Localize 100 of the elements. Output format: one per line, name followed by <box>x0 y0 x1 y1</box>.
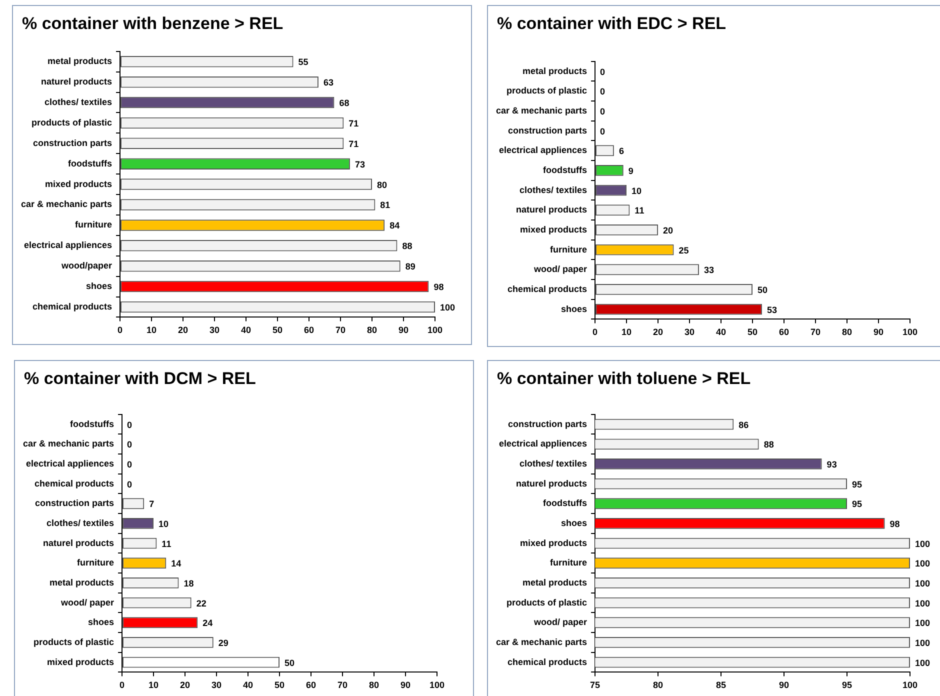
data-label: 63 <box>323 78 334 88</box>
y-tick-label: products of plastic <box>506 597 588 608</box>
y-tick-label: mixed products <box>45 178 112 189</box>
x-tick-label: 60 <box>779 327 790 338</box>
data-label: 88 <box>764 440 774 450</box>
x-tick-label: 100 <box>902 327 918 338</box>
data-label: 11 <box>634 206 644 216</box>
y-tick-label: products of plastic <box>506 86 588 96</box>
x-tick-label: 100 <box>902 680 918 690</box>
data-label: 100 <box>915 618 930 628</box>
data-label: 50 <box>758 284 768 295</box>
y-tick-label: wood/ paper <box>533 264 588 274</box>
y-tick-label: foodstuffs <box>543 164 588 175</box>
x-tick-label: 10 <box>622 327 632 338</box>
data-label: 95 <box>852 499 862 510</box>
data-label: 50 <box>284 658 295 668</box>
x-tick-label: 40 <box>241 325 252 336</box>
x-tick-label: 90 <box>400 680 411 690</box>
y-tick-label: electrical appliences <box>498 438 588 449</box>
chart-title: % container with benzene > REL <box>22 14 284 34</box>
y-tick-label: metal products <box>522 577 588 588</box>
y-tick-label: foodstuffs <box>70 418 114 429</box>
data-label: 71 <box>348 118 359 128</box>
x-tick-label: 40 <box>716 327 726 338</box>
data-label: 25 <box>678 245 689 256</box>
y-tick-label: furniture <box>77 558 114 568</box>
data-label: 71 <box>348 138 359 149</box>
data-label: 100 <box>915 538 930 549</box>
data-label: 98 <box>890 518 900 529</box>
x-tick-label: 75 <box>590 680 600 690</box>
y-tick-label: products of plastic <box>32 117 112 128</box>
x-tick-label: 80 <box>842 327 852 338</box>
chart-title: % container with toluene > REL <box>497 369 751 389</box>
data-label: 10 <box>158 518 169 529</box>
x-tick-label: 10 <box>146 325 157 336</box>
y-tick-label: metal products <box>522 66 588 76</box>
x-tick-label: 20 <box>180 680 190 690</box>
data-label: 98 <box>434 282 444 292</box>
y-tick-label: shoes <box>86 281 112 292</box>
y-tick-label: products of plastic <box>34 636 114 647</box>
y-tick-label: naturel products <box>516 478 588 488</box>
x-tick-label: 30 <box>210 325 220 336</box>
data-label: 55 <box>298 57 308 68</box>
y-tick-label: furniture <box>550 244 588 254</box>
data-label: 11 <box>162 538 172 549</box>
data-label: 0 <box>127 440 132 450</box>
x-tick-label: 70 <box>336 325 346 336</box>
data-label: 18 <box>184 578 194 588</box>
y-tick-label: construction parts <box>35 498 114 508</box>
x-tick-label: 70 <box>810 327 821 338</box>
data-label: 86 <box>738 420 749 430</box>
y-tick-label: car & mechanic parts <box>22 438 114 449</box>
data-label: 10 <box>632 186 642 196</box>
data-label: 33 <box>704 265 714 276</box>
x-tick-label: 0 <box>120 680 125 690</box>
x-tick-label: 80 <box>653 680 664 690</box>
y-tick-label: foodstuffs <box>68 158 112 168</box>
data-label: 100 <box>915 578 930 588</box>
y-tick-label: mixed products <box>520 224 588 234</box>
x-tick-label: 0 <box>118 325 123 336</box>
y-tick-label: wood/paper <box>60 260 113 271</box>
data-label: 53 <box>766 304 777 315</box>
data-label: 100 <box>915 598 930 608</box>
data-label: 93 <box>826 459 837 470</box>
data-label: 0 <box>600 86 606 97</box>
x-tick-label: 60 <box>304 325 314 336</box>
y-tick-label: naturel products <box>41 76 112 87</box>
y-tick-label: mixed products <box>47 656 114 667</box>
data-label: 84 <box>390 220 400 231</box>
y-tick-label: clothes/ textiles <box>520 184 588 195</box>
data-label: 29 <box>218 638 228 648</box>
data-label: 0 <box>127 420 132 430</box>
y-tick-label: clothes/ textiles <box>46 518 114 528</box>
data-label: 0 <box>127 479 132 490</box>
data-label: 100 <box>915 638 930 648</box>
y-tick-label: car & mechanic parts <box>20 199 112 210</box>
y-tick-label: naturel products <box>43 538 114 548</box>
x-tick-label: 50 <box>272 325 283 336</box>
y-tick-label: construction parts <box>508 125 588 136</box>
y-tick-label: chemical products <box>34 478 114 488</box>
x-tick-label: 95 <box>842 680 852 690</box>
data-label: 0 <box>600 126 606 136</box>
x-tick-label: 90 <box>398 325 409 336</box>
y-tick-label: electrical appliences <box>24 240 112 250</box>
data-label: 100 <box>440 302 456 312</box>
data-label: 89 <box>405 262 416 272</box>
y-tick-label: chemical products <box>32 301 112 312</box>
data-label: 95 <box>852 479 862 490</box>
x-tick-label: 60 <box>306 680 316 690</box>
x-tick-label: 50 <box>748 327 758 338</box>
x-tick-label: 90 <box>779 680 790 690</box>
x-tick-label: 40 <box>243 680 254 690</box>
data-label: 24 <box>202 618 213 628</box>
x-tick-label: 30 <box>212 680 222 690</box>
y-tick-label: car & mechanic parts <box>496 105 588 116</box>
y-tick-label: metal products <box>48 56 112 66</box>
data-label: 22 <box>196 598 206 608</box>
x-tick-label: 20 <box>653 327 664 338</box>
y-tick-label: chemical products <box>508 284 588 294</box>
data-label: 14 <box>171 558 182 569</box>
